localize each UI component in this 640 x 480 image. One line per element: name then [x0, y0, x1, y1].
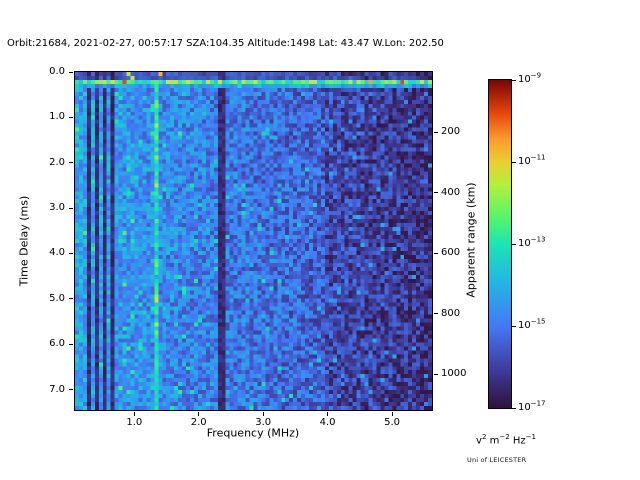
x-axis-label: Frequency (MHz)	[206, 426, 300, 440]
range-tick-mark	[434, 252, 438, 254]
y-tick-label: 1.0	[49, 111, 65, 123]
colorbar-tick-mark	[512, 325, 516, 327]
colorbar-tick-mark	[512, 407, 516, 409]
colorbar-tick-mark	[512, 161, 516, 163]
range-tick-label: 1000	[441, 368, 467, 380]
plot-area	[74, 71, 433, 411]
colorbar-tick-label: 10−11	[518, 153, 546, 167]
credit-text: Uni of LEICESTER	[467, 456, 527, 464]
y-axis-label: Time Delay (ms)	[17, 195, 31, 287]
y-tick-mark	[69, 343, 73, 345]
y-tick-mark	[69, 116, 73, 118]
y-tick-mark	[69, 207, 73, 209]
plot-title: Orbit:21684, 2021-02-27, 00:57:17 SZA:10…	[7, 38, 444, 49]
colorbar	[488, 79, 512, 409]
x-tick-mark	[391, 412, 393, 416]
ionogram-heatmap-canvas	[75, 72, 432, 410]
range-tick-mark	[434, 192, 438, 194]
y-tick-mark	[69, 389, 73, 391]
x-tick-label: 3.0	[255, 417, 272, 428]
x-tick-label: 5.0	[384, 417, 400, 428]
colorbar-tick-mark	[512, 79, 516, 81]
y-tick-mark	[69, 252, 73, 254]
y-tick-label: 7.0	[49, 383, 65, 395]
x-tick-mark	[198, 412, 200, 416]
colorbar-tick-label: 10−17	[518, 399, 546, 413]
range-tick-mark	[434, 373, 438, 375]
x-tick-label: 1.0	[126, 417, 143, 428]
x-tick-label: 2.0	[190, 417, 207, 428]
x-tick-mark	[262, 412, 264, 416]
colorbar-unit-label: v2 m−2 Hz−1	[476, 433, 536, 447]
colorbar-tick-label: 10−9	[518, 71, 542, 85]
y-tick-label: 6.0	[49, 338, 65, 350]
x-tick-mark	[133, 412, 135, 416]
y-tick-mark	[69, 162, 73, 164]
colorbar-tick-mark	[512, 243, 516, 245]
x-tick-label: 4.0	[319, 417, 336, 428]
y-tick-label: 2.0	[49, 156, 65, 168]
range-tick-label: 800	[441, 307, 461, 319]
colorbar-tick-label: 10−15	[518, 317, 546, 331]
range-tick-label: 400	[441, 186, 461, 198]
y-tick-mark	[69, 298, 73, 300]
x-tick-mark	[327, 412, 329, 416]
range-tick-mark	[434, 131, 438, 133]
colorbar-tick-label: 10−13	[518, 235, 546, 249]
range-tick-label: 200	[441, 126, 461, 138]
y-tick-label: 3.0	[49, 202, 65, 214]
y-tick-label: 0.0	[49, 66, 65, 77]
colorbar-gradient	[489, 80, 511, 408]
range-tick-mark	[434, 313, 438, 315]
y-tick-label: 4.0	[49, 247, 65, 259]
y-tick-mark	[69, 71, 73, 73]
range-tick-label: 600	[441, 247, 461, 259]
right-axis-label: Apparent range (km)	[464, 182, 478, 298]
y-tick-label: 5.0	[49, 292, 65, 304]
